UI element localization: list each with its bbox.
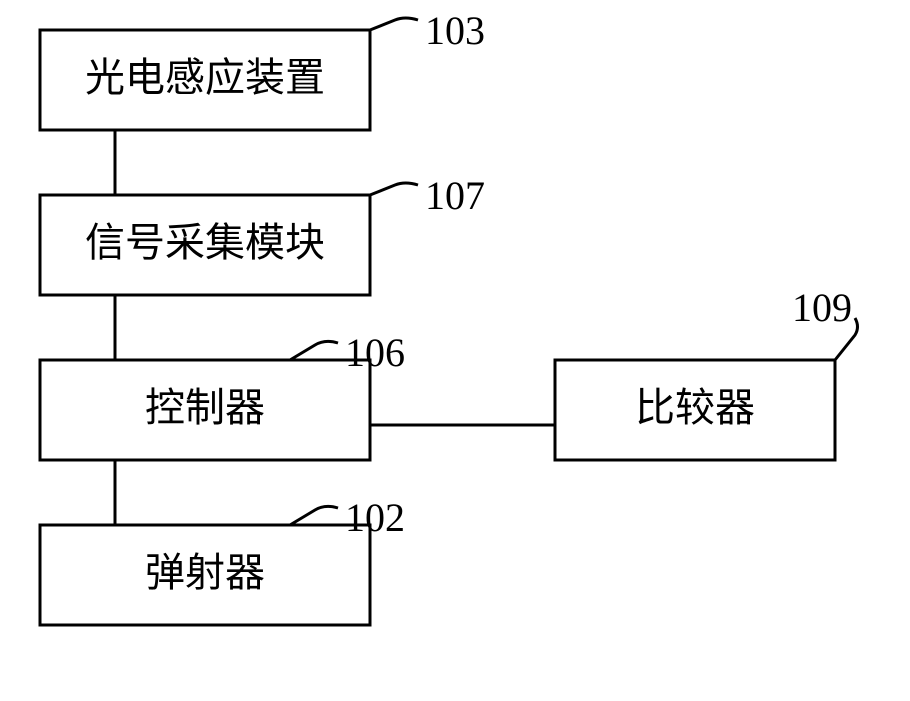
node-label-n106: 控制器	[145, 385, 265, 430]
node-label-n103: 光电感应装置	[85, 55, 325, 100]
refnum-n109: 109	[792, 285, 852, 330]
refnum-n103: 103	[425, 8, 485, 53]
refnum-n102: 102	[345, 495, 405, 540]
refnum-n106: 106	[345, 330, 405, 375]
block-diagram: 光电感应装置信号采集模块控制器弹射器 比较器 103 107 106 102 109	[0, 0, 910, 701]
node-label-n107: 信号采集模块	[85, 220, 325, 265]
refnum-n107: 107	[425, 173, 485, 218]
node-label-n109: 比较器	[635, 385, 755, 430]
leader-n107	[370, 183, 418, 195]
node-label-n102: 弹射器	[145, 550, 265, 595]
leader-n106	[290, 341, 338, 360]
leader-n102	[290, 506, 338, 525]
leader-n103	[370, 18, 418, 30]
